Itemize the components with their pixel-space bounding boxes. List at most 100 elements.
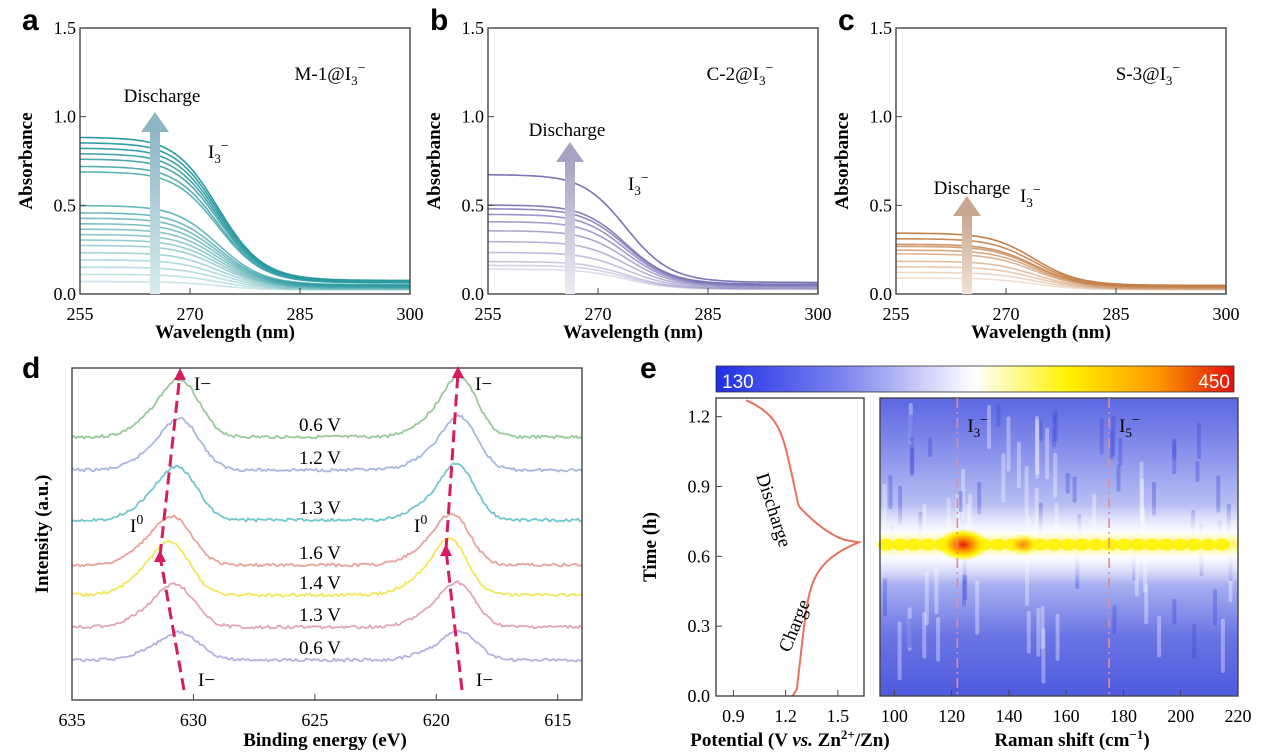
y-tick-label: 1.0: [462, 107, 485, 127]
plot-frame: [71, 367, 583, 701]
y-tick-label: 0.9: [688, 476, 711, 496]
heatmap-texture: [1045, 427, 1050, 480]
heatmap-texture: [1196, 423, 1201, 460]
heatmap-texture: [1220, 618, 1225, 673]
panel-title: C-2@I3−: [707, 61, 774, 88]
heatmap-texture: [897, 621, 902, 681]
colorbar: [715, 365, 1235, 393]
absorbance-series-line: [80, 280, 410, 291]
heatmap-texture: [1192, 623, 1197, 659]
y-axis-label: Intensity (a.u.): [32, 475, 53, 594]
y-tick-label: 0.5: [870, 195, 893, 215]
voltage-label: 0.6 V: [299, 638, 341, 659]
y-tick-label: 0.5: [54, 195, 77, 215]
absorbance-series-line: [80, 259, 410, 290]
x-axis-label: Binding energy (eV): [243, 730, 407, 751]
absorbance-series-line: [79, 158, 410, 283]
heatmap-spot: [1172, 538, 1188, 551]
panel-c: 0.0 0.5 1.0 1.5 255 270 285 300 Wavelength (nm) A…: [832, 4, 1240, 343]
voltage-label: 1.3 V: [299, 605, 341, 626]
heatmap-spot: [892, 538, 908, 551]
y-axis-label: Absorbance: [832, 112, 853, 209]
heatmap-spot: [1102, 538, 1118, 551]
heatmap-texture: [909, 436, 914, 477]
heatmap-spot: [1158, 538, 1174, 551]
heatmap-texture: [996, 404, 1001, 427]
x-tick-label: 270: [585, 304, 612, 324]
label-i-minus: I−: [475, 374, 492, 395]
heatmap-spot: [1200, 538, 1216, 551]
x-tick-label: 120: [938, 706, 965, 726]
heatmap-texture: [1157, 615, 1162, 658]
x-tick-label: 285: [1103, 304, 1130, 324]
heatmap-texture: [908, 403, 913, 445]
y-tick-label: 0.0: [462, 284, 485, 304]
arrow-head: [174, 368, 186, 380]
heatmap-texture: [1035, 419, 1040, 479]
x-axis-label: Wavelength (nm): [971, 322, 1111, 343]
heatmap-hotspot: [1007, 533, 1040, 556]
plot-frame: [79, 27, 411, 295]
peak-shift-arrow: [444, 371, 460, 551]
heatmap-spot: [878, 538, 894, 551]
absorbance-series-line: [488, 264, 818, 290]
y-tick-label: 0.5: [462, 195, 485, 215]
peak-shift-arrow: [158, 555, 186, 691]
heatmap-texture: [1024, 465, 1029, 517]
absorbance-series-line: [488, 213, 818, 286]
heatmap-texture: [907, 607, 912, 651]
heatmap-texture: [1006, 416, 1011, 472]
heatmap-spot: [990, 538, 1006, 551]
voltage-label: 1.4 V: [299, 573, 341, 594]
plot-frame: [879, 397, 1239, 697]
x-tick-label: 615: [544, 710, 571, 730]
absorbance-series-line: [896, 232, 1226, 287]
heatmap-texture: [1055, 613, 1060, 661]
heatmap-texture: [924, 571, 929, 626]
voltage-label: 0.6 V: [299, 415, 341, 436]
discharge-label: Discharge: [529, 120, 606, 141]
heatmap-spot: [1116, 538, 1132, 551]
heatmap-texture: [1026, 610, 1031, 654]
x-tick-label: 1.5: [827, 706, 850, 726]
y-tick-label: 1.5: [54, 18, 77, 38]
y-axis-label: Time (h): [640, 512, 661, 582]
heatmap-texture: [1051, 413, 1056, 448]
y-tick-label: 1.2: [688, 407, 711, 427]
arrow-head: [154, 550, 166, 562]
heatmap-texture: [1172, 438, 1177, 460]
y-axis-label: Absorbance: [424, 112, 445, 209]
heatmap-spot: [1130, 538, 1146, 551]
absorbance-series-line: [488, 204, 818, 285]
xps-series-line: [72, 537, 583, 598]
heatmap-texture: [1216, 475, 1221, 513]
peak-shift-arrow: [158, 373, 182, 557]
heatmap-texture: [1001, 453, 1006, 503]
voltage-label: 1.3 V: [299, 498, 341, 519]
panel-letter: a: [22, 4, 39, 37]
absorbance-series-line: [488, 268, 818, 291]
absorbance-series-line: [80, 204, 410, 286]
x-tick-label: 100: [881, 706, 908, 726]
y-tick-label: 1.5: [462, 18, 485, 38]
voltage-label: 1.2 V: [299, 448, 341, 469]
discharge-label: Discharge: [124, 86, 201, 107]
panel-a: 0.0 0.5 1.0 1.5 255 270 285 300 Wavelength (nm) A…: [16, 4, 424, 343]
heatmap-texture: [1172, 440, 1177, 475]
label-i-minus: I−: [476, 670, 493, 691]
heatmap-texture: [1144, 584, 1149, 625]
heatmap-texture: [987, 405, 991, 449]
heatmap-texture: [975, 580, 980, 635]
xps-series-line: [71, 513, 583, 568]
panel-b: 0.0 0.5 1.0 1.5 255 270 285 300 Wavelength (nm) A…: [424, 4, 832, 343]
x-tick-label: 255: [475, 304, 502, 324]
heatmap-texture: [928, 437, 933, 458]
y-tick-label: 1.5: [870, 18, 893, 38]
discharge-arrow-shaft: [565, 160, 575, 294]
heatmap-texture: [1016, 441, 1021, 489]
absorbance-series-line: [79, 251, 410, 289]
x-tick-label: 1.2: [774, 706, 797, 726]
heatmap-texture: [909, 414, 914, 442]
species-label: I3−: [628, 171, 649, 198]
